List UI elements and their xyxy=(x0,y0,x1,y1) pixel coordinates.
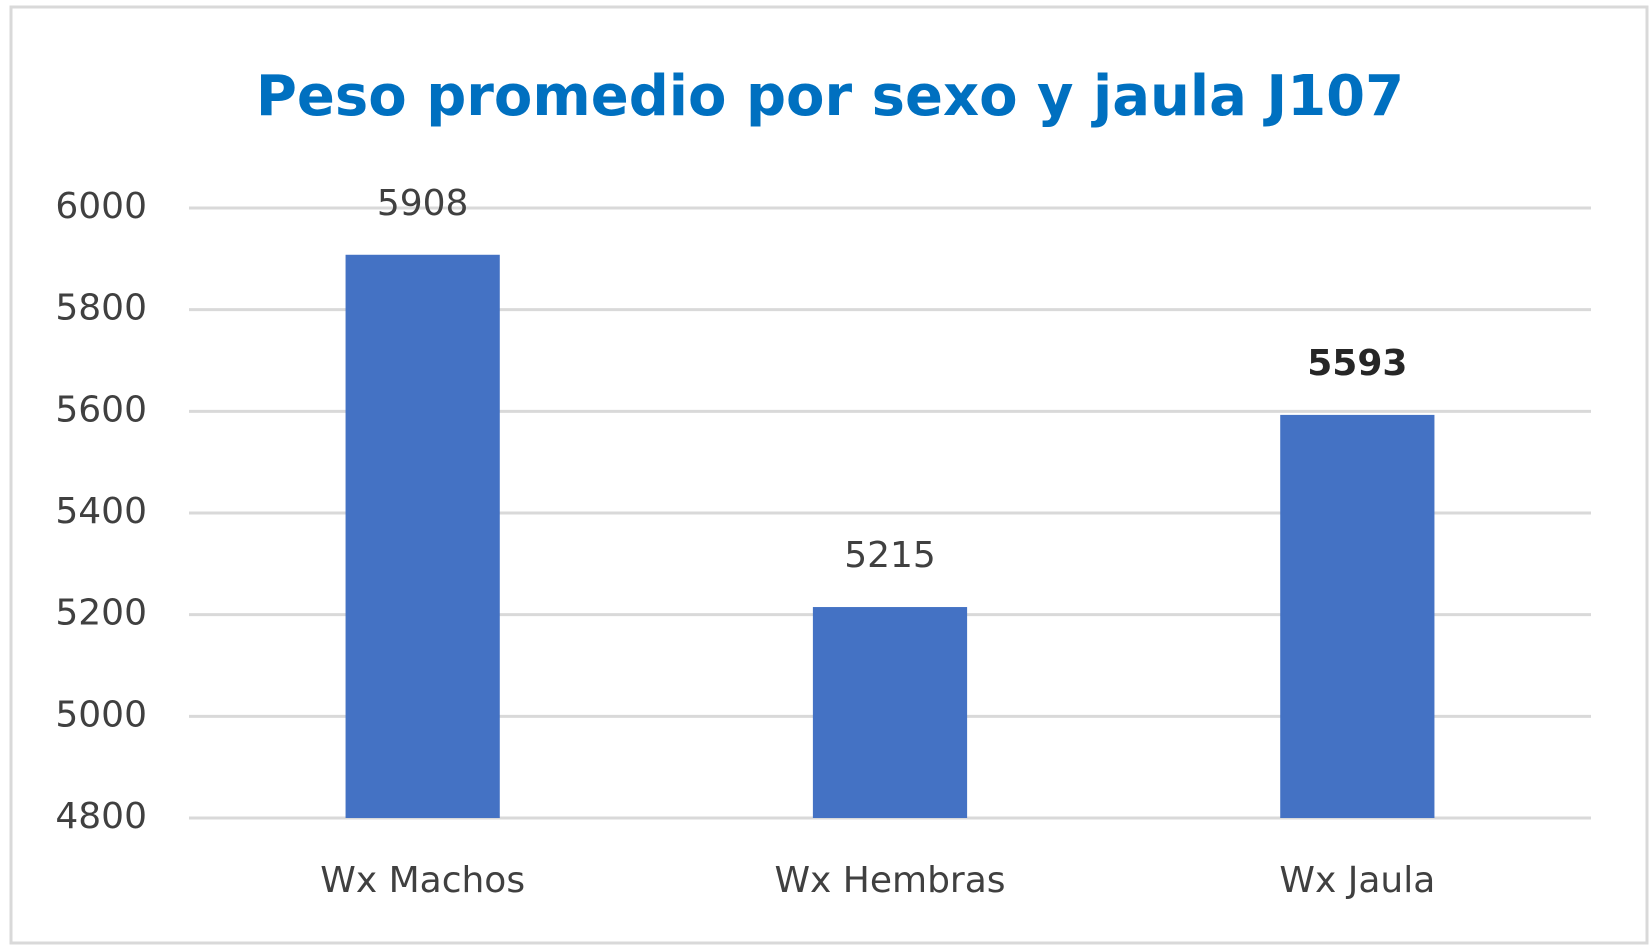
chart-title: Peso promedio por sexo y jaula J107 xyxy=(256,64,1404,129)
x-tick-label: Wx Machos xyxy=(320,860,525,901)
y-tick-label: 5600 xyxy=(55,389,147,430)
value-label: 5593 xyxy=(1307,343,1407,384)
y-tick-label: 5200 xyxy=(55,593,147,634)
bar xyxy=(812,607,968,818)
y-tick-label: 5000 xyxy=(55,694,147,735)
x-tick-label: Wx Hembras xyxy=(774,860,1005,901)
bar xyxy=(1280,414,1435,818)
value-label: 5908 xyxy=(377,183,469,224)
x-tick-label: Wx Jaula xyxy=(1279,860,1435,901)
y-tick-label: 5400 xyxy=(55,491,147,532)
y-tick-label: 5800 xyxy=(55,288,147,329)
bar xyxy=(345,254,500,818)
y-tick-label: 6000 xyxy=(55,186,147,227)
y-tick-label: 4800 xyxy=(55,796,147,837)
value-label: 5215 xyxy=(844,535,936,576)
